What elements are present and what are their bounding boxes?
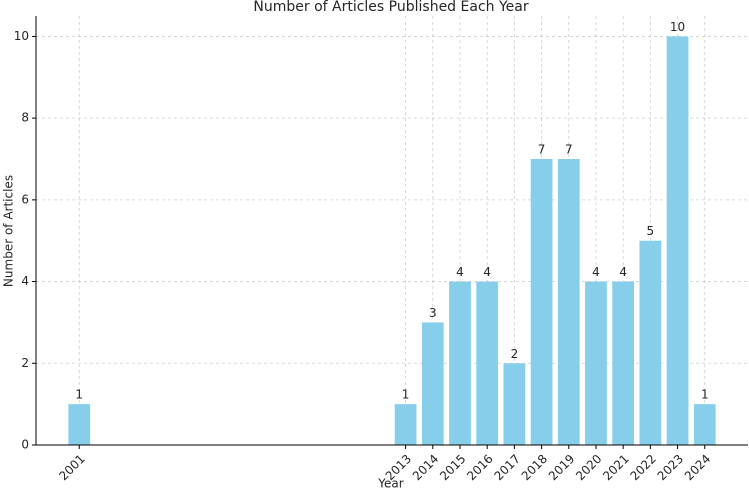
- x-tick-label: 2019: [546, 452, 577, 483]
- data-label: 10: [670, 20, 685, 34]
- bar: [693, 404, 716, 445]
- x-tick-label: 2022: [627, 452, 658, 483]
- data-label: 7: [565, 143, 573, 157]
- x-tick-label: 2001: [56, 452, 87, 483]
- y-axis-label: Number of Articles: [2, 175, 16, 287]
- y-tick-label: 4: [21, 274, 29, 288]
- x-tick-label: 2014: [410, 452, 441, 483]
- x-tick-label: 2016: [464, 452, 495, 483]
- x-axis-label: Year: [377, 477, 403, 491]
- data-label: 5: [647, 224, 655, 238]
- bar: [666, 36, 689, 446]
- y-tick-label: 0: [21, 438, 29, 452]
- x-tick-label: 2024: [682, 452, 713, 483]
- bar: [421, 322, 444, 445]
- bar: [530, 159, 553, 445]
- data-label: 4: [483, 265, 491, 279]
- data-label: 3: [429, 306, 437, 320]
- data-label: 4: [456, 265, 464, 279]
- bar: [476, 281, 499, 445]
- data-label: 1: [402, 388, 410, 402]
- x-tick-label: 2021: [600, 452, 631, 483]
- data-label: 1: [75, 388, 83, 402]
- x-tick-label: 2020: [573, 452, 604, 483]
- x-tick-label: 2017: [491, 452, 522, 483]
- bar: [639, 240, 662, 445]
- bar: [449, 281, 471, 445]
- bar: [612, 281, 635, 445]
- bar: [557, 159, 580, 445]
- data-label: 4: [592, 265, 600, 279]
- bar: [503, 363, 526, 445]
- x-tick-label: 2023: [655, 452, 686, 483]
- bar: [394, 404, 417, 445]
- data-label: 2: [511, 347, 519, 361]
- bar: [585, 281, 607, 445]
- data-label: 4: [619, 265, 627, 279]
- bar: [68, 404, 91, 445]
- y-tick-label: 8: [21, 111, 29, 125]
- data-label: 1: [701, 388, 709, 402]
- data-label: 7: [538, 143, 546, 157]
- chart-title: Number of Articles Published Each Year: [253, 0, 528, 15]
- y-tick-label: 6: [21, 192, 29, 206]
- x-tick-label: 2018: [519, 452, 550, 483]
- x-tick-label: 2015: [437, 452, 468, 483]
- y-tick-label: 2: [21, 356, 29, 370]
- y-tick-label: 10: [14, 29, 29, 43]
